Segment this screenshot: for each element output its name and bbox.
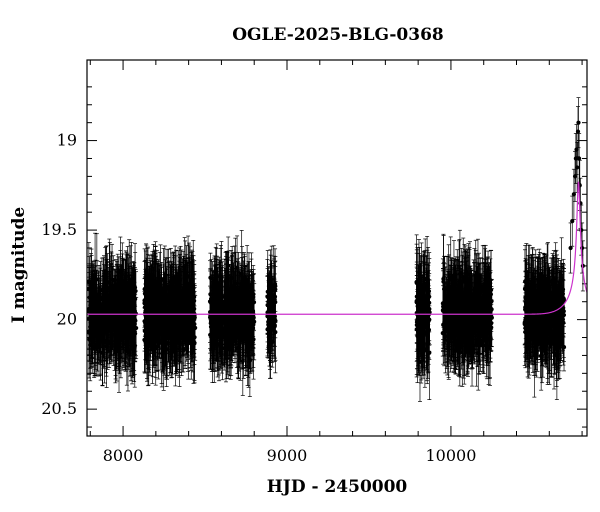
data-point	[157, 280, 163, 285]
y-tick-label: 20.5	[41, 399, 77, 418]
data-point	[127, 294, 132, 299]
data-point	[171, 289, 176, 294]
data-point	[120, 292, 125, 297]
data-point	[180, 319, 185, 324]
data-point	[105, 338, 110, 344]
data-point	[155, 321, 160, 326]
data-point	[185, 295, 191, 300]
data-point	[106, 307, 111, 312]
data-point	[116, 328, 121, 333]
x-tick-label: 8000	[103, 446, 144, 465]
data-point	[132, 307, 137, 312]
data-point	[151, 300, 156, 305]
data-point	[109, 292, 114, 297]
data-point	[144, 296, 149, 301]
data-point	[150, 321, 155, 326]
data-point	[98, 318, 103, 323]
data-point	[128, 315, 133, 320]
data-point	[172, 322, 177, 327]
data-point	[123, 315, 128, 321]
observing-season	[207, 230, 257, 397]
data-point	[102, 290, 107, 295]
data-point	[177, 309, 182, 314]
data-point	[171, 275, 176, 280]
data-point	[110, 317, 115, 322]
data-point	[92, 298, 97, 303]
data-point	[159, 338, 164, 344]
observing-season	[142, 235, 198, 391]
data-point	[181, 296, 186, 302]
data-point	[98, 335, 103, 340]
data-point	[103, 282, 109, 288]
data-point	[167, 298, 172, 304]
data-point	[186, 341, 191, 346]
y-tick-label: 20	[57, 310, 77, 329]
data-points	[86, 97, 586, 402]
data-point	[111, 303, 116, 308]
data-point	[161, 313, 167, 319]
data-point	[184, 288, 189, 293]
data-point	[93, 315, 98, 321]
data-point	[157, 317, 162, 322]
data-point	[148, 296, 153, 301]
axis-ticks: 8000 9000 10000 19 19.5 20 20.5	[41, 60, 587, 465]
y-tick-label: 19.5	[41, 220, 77, 239]
chart-title: OGLE-2025-BLG-0368	[232, 25, 444, 45]
x-axis-label: HJD - 2450000	[267, 477, 408, 497]
y-tick-label: 19	[57, 131, 77, 150]
data-point	[89, 319, 95, 324]
data-point	[164, 335, 170, 340]
data-point	[118, 320, 123, 325]
observing-season	[86, 232, 139, 393]
x-tick-label: 9000	[267, 446, 308, 465]
data-point	[92, 346, 97, 351]
data-point	[188, 300, 193, 305]
data-point	[88, 342, 93, 348]
data-point	[108, 325, 113, 330]
data-point	[190, 288, 195, 293]
data-point	[102, 330, 107, 335]
data-point	[142, 287, 147, 292]
data-point	[131, 303, 136, 309]
data-point	[168, 321, 173, 326]
x-tick-label: 10000	[425, 446, 476, 465]
data-point	[147, 326, 153, 332]
y-axis-label: I magnitude	[9, 207, 29, 324]
data-point	[119, 300, 124, 306]
